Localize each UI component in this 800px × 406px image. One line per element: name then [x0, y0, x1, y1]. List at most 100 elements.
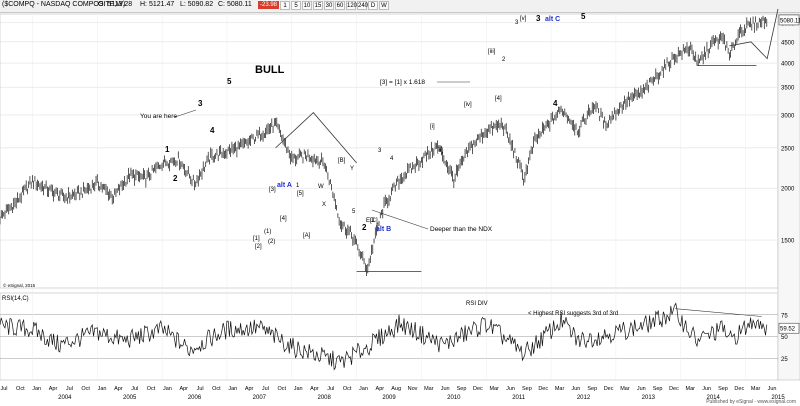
price-tick-label: 3500	[781, 86, 795, 92]
month-label: Jul	[66, 386, 73, 392]
wave-label: ED	[366, 218, 375, 224]
wave-label: 3	[515, 20, 519, 26]
month-label: Oct	[278, 386, 287, 392]
month-label: Jan	[32, 386, 41, 392]
year-label: 2015	[771, 395, 785, 401]
wave-label: 4	[210, 126, 215, 135]
rsi-divergence-line	[675, 308, 762, 317]
price-tick-label: 2500	[781, 146, 795, 152]
wave-label: 3	[536, 14, 541, 23]
month-label: Mar	[751, 386, 761, 392]
wave-label: [4]	[280, 216, 287, 222]
month-label: Apr	[179, 386, 188, 392]
price-tick-label: 4000	[781, 62, 795, 68]
price-tick-label: 3000	[781, 113, 795, 119]
wave-label: 4	[390, 156, 394, 162]
interval-button-30[interactable]: 30	[324, 1, 334, 10]
low-readout: L: 5090.82	[180, 1, 214, 8]
year-label: 2008	[317, 395, 331, 401]
month-label: Mar	[686, 386, 696, 392]
year-label: 2014	[706, 395, 720, 401]
wave-label: [4]	[495, 96, 502, 102]
bull-label: BULL	[255, 64, 285, 76]
month-label: Jun	[768, 386, 777, 392]
change-badge: -23.98	[258, 1, 280, 9]
month-label: Jul	[262, 386, 269, 392]
rsi-tick-label: 25	[781, 357, 788, 363]
wave-label: [1]	[253, 236, 260, 242]
month-label: Mar	[489, 386, 499, 392]
rsi-tick-label: 50	[781, 335, 788, 341]
month-label: Dec	[473, 386, 483, 392]
interval-button-120[interactable]: 120	[346, 1, 358, 10]
chart-title: ($COMPQ - NASDAQ COMPOSITE,W)	[2, 1, 126, 8]
price-series	[0, 15, 768, 277]
wave-label: X	[322, 202, 326, 208]
interval-button-1[interactable]: 1	[280, 1, 290, 10]
wave-label: 2	[173, 174, 178, 183]
month-label: Sep	[653, 386, 663, 392]
wave-label: [ii]	[437, 148, 443, 154]
price-tick-label: 1500	[781, 239, 795, 245]
month-label: Jan	[294, 386, 303, 392]
wave-label: [C]	[370, 218, 378, 224]
month-label: Jul	[327, 386, 334, 392]
wave-label: [iii]	[488, 49, 496, 55]
month-label: Dec	[669, 386, 679, 392]
month-label: Jul	[131, 386, 138, 392]
month-label: Jun	[702, 386, 711, 392]
alt-b-label: alt B	[376, 226, 391, 233]
wave-label: 5	[581, 12, 586, 21]
month-label: Mar	[555, 386, 565, 392]
here-note: You are here	[140, 113, 177, 120]
rsi-note: < Highest RSI suggests 3rd of 3rd	[528, 311, 618, 317]
open-readout: O: 5113.28	[98, 1, 133, 8]
high-readout: H: 5121.47	[140, 1, 175, 8]
interval-button-10[interactable]: 10	[302, 1, 312, 10]
interval-button-15[interactable]: 15	[313, 1, 323, 10]
year-label: 2013	[642, 395, 656, 401]
month-label: Sep	[587, 386, 597, 392]
month-label: Jun	[571, 386, 580, 392]
interval-button-240[interactable]: 240	[357, 1, 369, 10]
month-label: Apr	[114, 386, 123, 392]
year-label: 2004	[58, 395, 72, 401]
year-label: 2011	[512, 395, 526, 401]
year-label: 2005	[123, 395, 137, 401]
month-label: Oct	[212, 386, 221, 392]
wave-label: 3	[378, 148, 382, 154]
month-label: Jun	[637, 386, 646, 392]
month-label: Jan	[228, 386, 237, 392]
wave-label: Y	[350, 166, 354, 172]
chart-footnote: © eSignal, 2015	[3, 282, 36, 288]
interval-button-60[interactable]: 60	[335, 1, 345, 10]
rsi-tick-label: 75	[781, 313, 788, 319]
chart-toolbar: ($COMPQ - NASDAQ COMPOSITE,W) O: 5113.28…	[0, 0, 800, 13]
month-label: Sep	[457, 386, 467, 392]
close-readout: C: 5080.11	[218, 1, 252, 8]
rsi-div-label: RSI DIV	[466, 301, 488, 307]
month-label: Oct	[343, 386, 352, 392]
month-label: Oct	[16, 386, 25, 392]
forecast-line	[729, 8, 779, 60]
month-label: Oct	[147, 386, 156, 392]
interval-button-d[interactable]: D	[368, 1, 378, 10]
last-rsi-box	[778, 322, 800, 334]
month-label: Dec	[538, 386, 548, 392]
last-price-label: 5080.11	[780, 18, 800, 24]
month-label: Dec	[734, 386, 744, 392]
deeper-pointer	[371, 209, 429, 230]
last-rsi-label: 59.52	[780, 327, 796, 333]
month-label: Jun	[506, 386, 515, 392]
wave-label: 5	[227, 77, 232, 86]
rsi-line	[0, 302, 768, 371]
month-label: Apr	[245, 386, 254, 392]
month-label: Aug	[391, 386, 401, 392]
month-label: Jan	[98, 386, 107, 392]
interval-button-5[interactable]: 5	[291, 1, 301, 10]
wave-label: [5]	[297, 191, 304, 197]
year-label: 2006	[188, 395, 202, 401]
interval-button-w[interactable]: W	[379, 1, 389, 10]
wave-label: [2]	[255, 244, 262, 250]
wave-label: 1	[296, 183, 300, 189]
